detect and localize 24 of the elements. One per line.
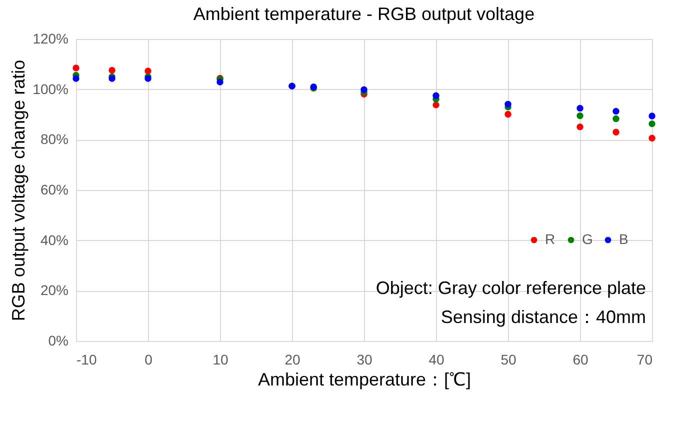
x-tick-label: 60	[572, 352, 588, 368]
legend-label: R	[545, 231, 556, 247]
x-tick-label: 30	[356, 352, 372, 368]
y-tick-label: 100%	[32, 80, 68, 97]
y-tick-label: 80%	[40, 131, 68, 148]
legend-label: B	[619, 231, 628, 247]
y-axis-title: RGB output voltage change ratio	[8, 60, 29, 322]
y-tick-label: 60%	[40, 182, 68, 198]
legend-label: G	[582, 231, 593, 247]
annotation: Object: Gray color reference plate	[376, 278, 646, 298]
x-tick-label: 10	[212, 352, 228, 368]
x-tick-label: -10	[76, 352, 97, 368]
annotation: Sensing distance：40mm	[440, 307, 646, 327]
x-tick-label: 40	[428, 352, 444, 368]
x-tick-label: 0	[144, 352, 153, 368]
x-axis-title: Ambient temperature：[℃]	[258, 370, 472, 390]
y-tick-label: 40%	[40, 232, 68, 248]
y-tick-label: 0%	[48, 332, 68, 348]
chart-title: Ambient temperature - RGB output voltage	[193, 4, 535, 24]
x-tick-label: 20	[284, 352, 300, 368]
y-tick-label: 20%	[40, 282, 68, 298]
x-tick-label: 70	[636, 352, 653, 368]
x-tick-label: 50	[500, 352, 516, 368]
y-tick-label: 120%	[32, 30, 68, 46]
